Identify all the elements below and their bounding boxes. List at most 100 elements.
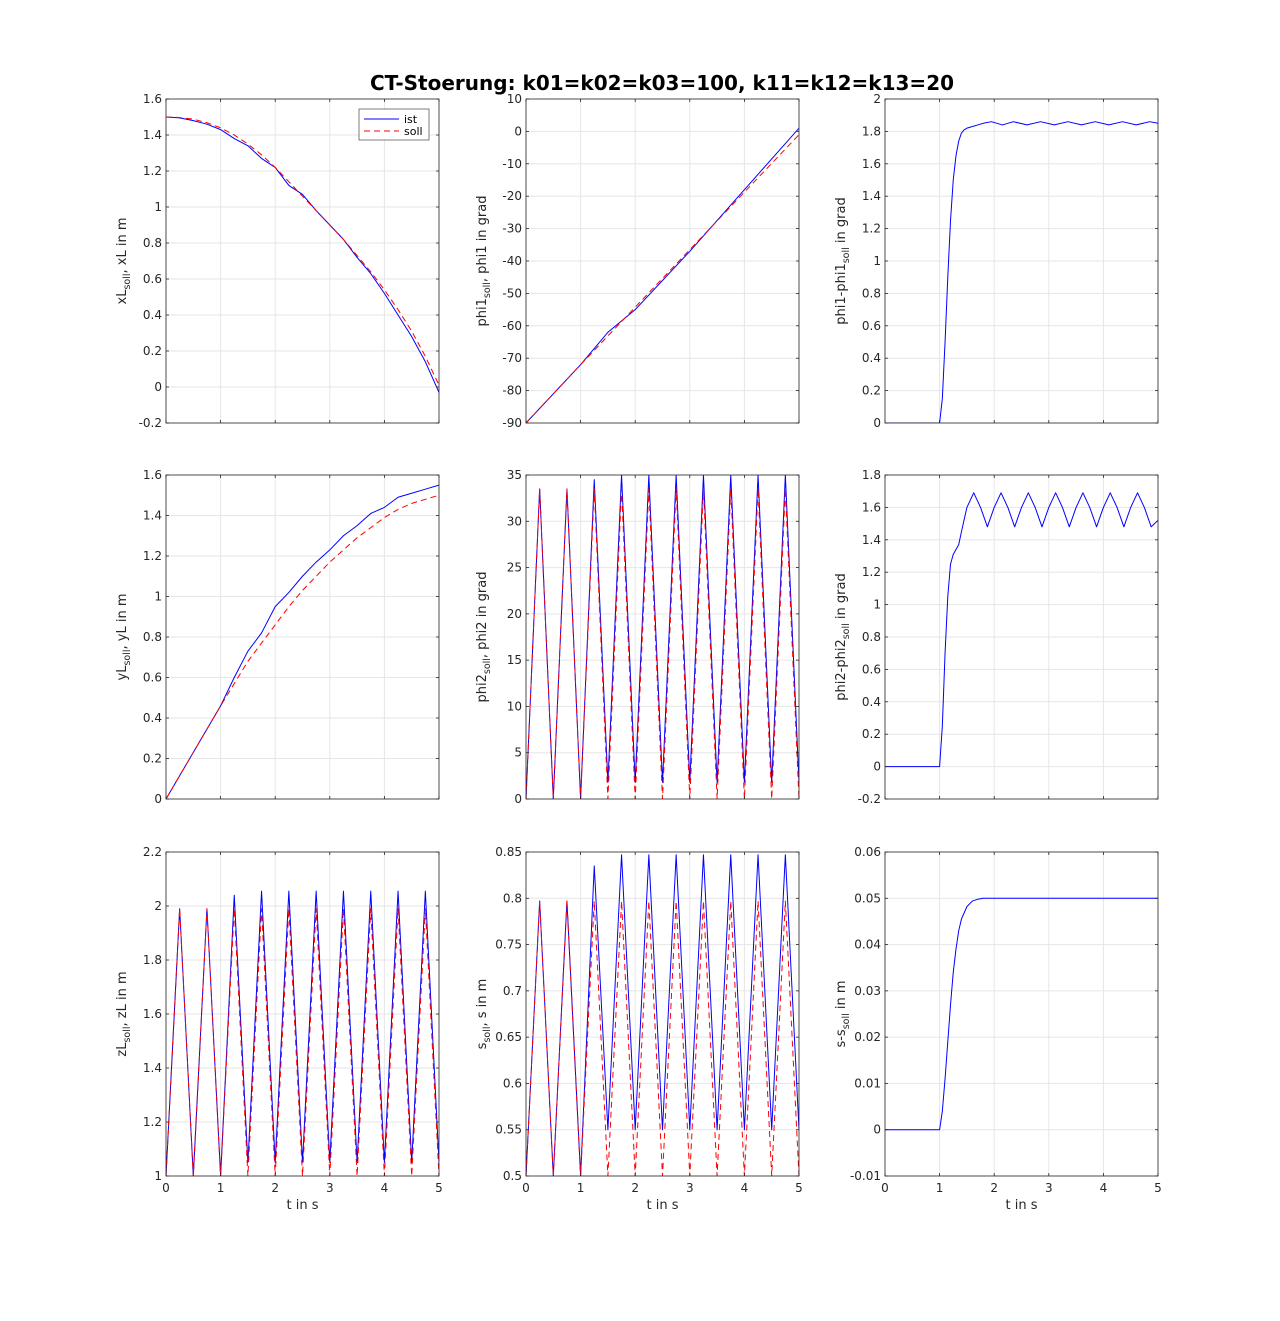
y-tick-label: 0.05 — [854, 891, 881, 905]
series-ist-line — [885, 492, 1158, 768]
y-axis-label: xLsoll, xL in m — [115, 218, 133, 305]
y-tick-label: -70 — [502, 351, 522, 365]
x-tick-label: 1 — [577, 1181, 585, 1195]
y-tick-label: 1.6 — [143, 468, 162, 482]
legend-box — [358, 108, 430, 141]
x-tick-label: 1 — [217, 1181, 225, 1195]
x-tick-label: 0 — [881, 1181, 889, 1195]
y-tick-label: 10 — [507, 699, 522, 713]
figure-title: CT-Stoerung: k01=k02=k03=100, k11=k12=k1… — [370, 71, 954, 95]
y-tick-label: 0.8 — [862, 286, 881, 300]
plot-area — [885, 852, 1158, 1176]
axes-box — [884, 851, 1159, 1177]
y-tick-label: 0.4 — [862, 695, 881, 709]
y-tick-label: 0 — [873, 1123, 881, 1137]
y-tick-label: 0.2 — [143, 344, 162, 358]
y-tick-label: 0.5 — [503, 1169, 522, 1183]
y-tick-label: 15 — [507, 653, 522, 667]
y-tick-label: -40 — [502, 254, 522, 268]
x-tick-label: 2 — [990, 1181, 998, 1195]
series-ist-line — [166, 116, 439, 393]
y-tick-label: 0.06 — [854, 845, 881, 859]
y-tick-label: 1 — [154, 590, 162, 604]
x-tick-label: 0 — [522, 1181, 530, 1195]
y-axis-label: s-ssoll in m — [834, 980, 852, 1047]
y-tick-label: 1.2 — [143, 549, 162, 563]
series-soll-line — [166, 116, 439, 386]
x-tick-label: 4 — [741, 1181, 749, 1195]
axes-box — [525, 851, 800, 1177]
series-ist-line — [885, 121, 1158, 423]
y-tick-label: 0.4 — [862, 351, 881, 365]
y-tick-label: 2.2 — [143, 845, 162, 859]
y-tick-label: -80 — [502, 384, 522, 398]
subplot-dphi2: -0.2 0 0.2 0.4 0.6 0.8 1 1.2 1.4 1.6 1.8 phi2-phi2s… — [834, 468, 1159, 806]
plot-area — [166, 99, 439, 423]
y-tick-label: 1.4 — [143, 509, 162, 523]
y-tick-label: 1.6 — [862, 157, 881, 171]
series-soll-line — [166, 494, 439, 799]
x-axis-label: t in s — [647, 1198, 679, 1213]
y-tick-label: 0 — [154, 380, 162, 394]
y-tick-label: 0 — [154, 792, 162, 806]
x-tick-label: 4 — [381, 1181, 389, 1195]
y-axis-label: yLsoll, yL in m — [115, 594, 133, 681]
x-tick-label: 1 — [936, 1181, 944, 1195]
y-axis-label: ssoll, s in m — [475, 979, 493, 1050]
legend-soll-label: soll — [404, 125, 423, 138]
y-axis-label: zLsoll, zL in m — [115, 971, 133, 1056]
y-axis-label: phi2soll, phi2 in grad — [475, 572, 493, 703]
y-tick-label: 0.8 — [143, 236, 162, 250]
x-tick-label: 5 — [795, 1181, 803, 1195]
y-tick-label: 25 — [507, 561, 522, 575]
x-axis-label: t in s — [287, 1198, 319, 1213]
subplot-phi2: 0 5 10 15 20 25 30 35 phi2soll, phi2 in grad — [475, 468, 800, 806]
x-tick-label: 2 — [271, 1181, 279, 1195]
y-tick-label: 0.04 — [854, 938, 881, 952]
subplot-ds: 0 1 2 3 4 5-0.0100.010.020.030.040.050.06s-ss… — [834, 845, 1162, 1213]
y-tick-label: 1.2 — [143, 1115, 162, 1129]
y-axis-label: phi2-phi2soll in grad — [834, 573, 852, 700]
x-axis-label: t in s — [1006, 1198, 1038, 1213]
x-tick-label: 4 — [1100, 1181, 1108, 1195]
y-tick-label: -0.2 — [858, 792, 881, 806]
y-axis-label: phi1-phi1soll in grad — [834, 197, 852, 324]
x-tick-label: 3 — [1045, 1181, 1053, 1195]
y-tick-label: 0.6 — [862, 662, 881, 676]
y-tick-label: 0.6 — [143, 272, 162, 286]
y-tick-label: 1.4 — [143, 1061, 162, 1075]
y-tick-label: 0.01 — [854, 1076, 881, 1090]
y-tick-label: 35 — [507, 468, 522, 482]
subplot-phi1: -90 -80 -70 -60 -50 -40 -30 -20 -10 0 10 phi1soll, … — [475, 92, 800, 430]
series-soll-line — [526, 488, 799, 799]
subplot-xL: -0.2 0 0.2 0.4 0.6 0.8 1 1.2 1.4 1.6 xLsoll, xL in… — [115, 92, 440, 430]
series-ist-line — [526, 127, 799, 423]
y-tick-label: 0.2 — [862, 384, 881, 398]
y-tick-label: 0.4 — [143, 711, 162, 725]
y-tick-label: 1.4 — [862, 189, 881, 203]
y-tick-label: 1 — [154, 200, 162, 214]
y-tick-label: 0.8 — [503, 891, 522, 905]
y-tick-label: -0.01 — [850, 1169, 881, 1183]
y-tick-label: -30 — [502, 222, 522, 236]
y-tick-label: -60 — [502, 319, 522, 333]
y-tick-label: -90 — [502, 416, 522, 430]
y-tick-label: 0.6 — [862, 319, 881, 333]
y-tick-label: 0.55 — [495, 1123, 522, 1137]
y-tick-label: 30 — [507, 514, 522, 528]
y-tick-label: 0.8 — [143, 630, 162, 644]
y-tick-label: 0.02 — [854, 1030, 881, 1044]
y-tick-label: 0.2 — [862, 727, 881, 741]
y-tick-label: 1.8 — [862, 124, 881, 138]
axes-box — [525, 474, 800, 800]
x-tick-label: 3 — [326, 1181, 334, 1195]
y-tick-label: 0.65 — [495, 1030, 522, 1044]
legend-ist-label: ist — [404, 113, 418, 126]
y-tick-label: 0.03 — [854, 984, 881, 998]
subplot-s: 0 1 2 3 4 5 0.5 0.55 0.6 0.65 0.7 0.75 0.8 0.85 ssoll,… — [475, 845, 803, 1213]
y-tick-label: 1 — [873, 598, 881, 612]
series-ist-line — [885, 897, 1158, 1131]
y-tick-label: 2 — [154, 899, 162, 913]
